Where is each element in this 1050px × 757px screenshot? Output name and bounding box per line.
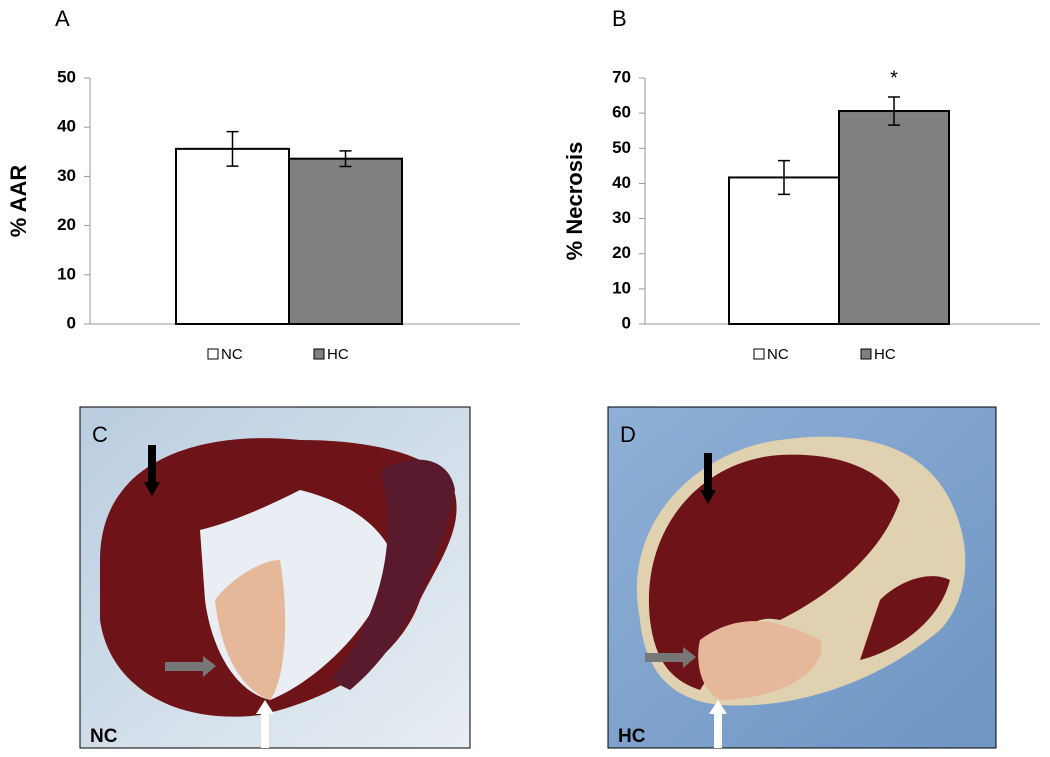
y-tick-label: 20 bbox=[57, 215, 76, 234]
legend-swatch bbox=[313, 348, 325, 360]
panel-label: A bbox=[55, 6, 70, 31]
bar bbox=[838, 110, 950, 325]
y-tick-label: 10 bbox=[57, 264, 76, 283]
y-tick-label: 50 bbox=[612, 138, 631, 157]
legend-swatch bbox=[207, 348, 219, 360]
y-tick-label: 0 bbox=[622, 313, 631, 332]
bar bbox=[175, 147, 290, 325]
photo-c: C NC bbox=[79, 406, 471, 749]
bar bbox=[288, 157, 403, 325]
y-tick-label: 70 bbox=[612, 67, 631, 86]
y-tick-label: 50 bbox=[57, 67, 76, 86]
y-tick-label: 0 bbox=[67, 313, 76, 332]
legend-swatch bbox=[860, 348, 872, 360]
y-tick-label: 20 bbox=[612, 243, 631, 262]
error-bar bbox=[226, 130, 239, 167]
panel-label: C bbox=[92, 422, 108, 447]
legend-swatch bbox=[753, 348, 765, 360]
error-bar bbox=[888, 96, 900, 126]
y-tick-label: 60 bbox=[612, 103, 631, 122]
y-tick-label: 30 bbox=[57, 166, 76, 185]
panel-caption: NC bbox=[90, 726, 118, 747]
y-tick-label: 40 bbox=[57, 117, 76, 136]
y-tick-label: 40 bbox=[612, 173, 631, 192]
legend-label: HC bbox=[327, 346, 349, 363]
panel-label: D bbox=[620, 422, 636, 447]
y-tick-label: 10 bbox=[612, 278, 631, 297]
panel-caption: HC bbox=[618, 726, 646, 747]
y-axis-label: % Necrosis bbox=[562, 142, 587, 261]
y-axis-label: % AAR bbox=[6, 165, 31, 238]
bar bbox=[728, 176, 840, 325]
legend-label: NC bbox=[767, 346, 789, 363]
legend-label: NC bbox=[221, 346, 243, 363]
photo-d: D HC bbox=[607, 406, 997, 749]
annotation: * bbox=[890, 67, 898, 89]
panel-label: B bbox=[612, 6, 627, 31]
y-tick-label: 30 bbox=[612, 208, 631, 227]
legend-label: HC bbox=[874, 346, 896, 363]
error-bar bbox=[778, 159, 790, 196]
error-bar bbox=[339, 150, 352, 168]
